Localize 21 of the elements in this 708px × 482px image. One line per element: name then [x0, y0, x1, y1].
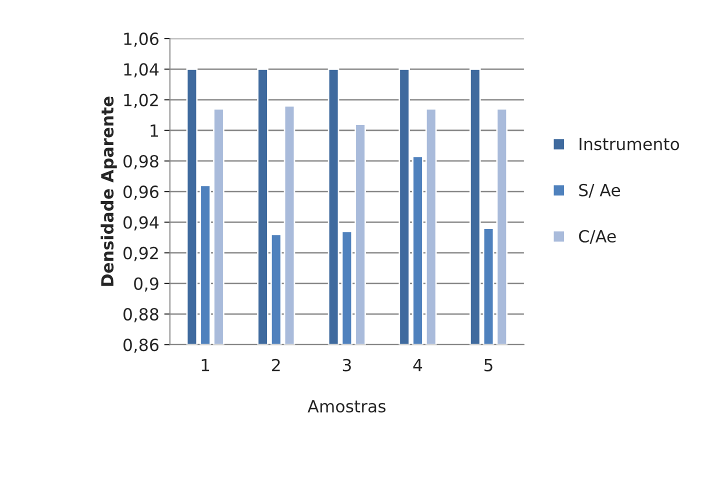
x-tick-label: 2	[272, 358, 280, 372]
legend-label: C/Ae	[579, 230, 616, 244]
y-tick-label: 0,86	[123, 338, 158, 353]
x-tick-label: 1	[202, 359, 210, 372]
y-tick-label: 1,04	[124, 63, 159, 78]
legend-label: S/ Ae	[579, 184, 620, 198]
y-tick-label: 0,9	[134, 277, 158, 292]
legend-label: Instrumento	[580, 138, 680, 150]
x-tick-label: 4	[413, 359, 422, 372]
y-tick-label: 0,96	[123, 186, 158, 200]
x-tick-label: 5	[484, 359, 492, 372]
x-axis-title: Amostras	[308, 400, 386, 413]
y-tick-label: 1,06	[124, 32, 158, 47]
x-tick-label: 3	[342, 358, 351, 372]
y-tick-label: 0,92	[123, 246, 158, 262]
y-tick-label: 0,88	[123, 308, 158, 322]
y-tick-label: 0,94	[123, 216, 159, 230]
y-axis-title: Densidade Aparente	[100, 96, 117, 286]
y-tick-label: 1,02	[124, 94, 158, 108]
y-tick-label: 0,98	[123, 154, 158, 170]
y-tick-label: 1	[150, 124, 158, 137]
